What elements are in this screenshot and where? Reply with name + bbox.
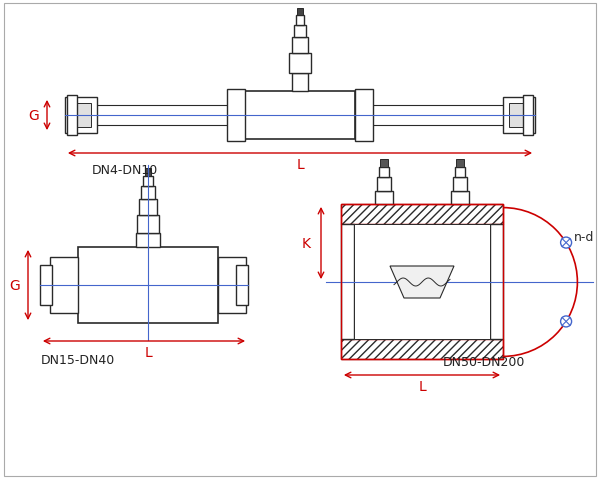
Bar	[451, 192, 469, 204]
Bar	[341, 225, 354, 339]
Text: L: L	[418, 379, 426, 393]
Bar	[218, 257, 246, 313]
Bar	[503, 98, 535, 134]
Bar	[296, 16, 304, 26]
Bar	[145, 168, 151, 177]
Polygon shape	[390, 266, 454, 299]
Bar	[377, 178, 391, 192]
Bar	[341, 204, 503, 359]
Text: L: L	[144, 345, 152, 359]
Bar	[50, 257, 78, 313]
Bar	[523, 96, 533, 136]
Bar	[40, 265, 52, 305]
Bar	[141, 187, 155, 200]
Bar	[65, 98, 97, 134]
Bar	[289, 54, 311, 74]
Bar	[456, 160, 464, 168]
Text: K: K	[302, 237, 311, 251]
Bar	[67, 96, 77, 136]
Bar	[375, 192, 393, 204]
Bar	[227, 90, 245, 142]
Bar	[341, 339, 503, 359]
Bar	[354, 225, 490, 339]
Bar	[509, 104, 531, 128]
Text: G: G	[28, 109, 39, 123]
Circle shape	[560, 316, 572, 327]
Bar	[355, 90, 373, 142]
Bar	[490, 225, 503, 339]
Bar	[143, 177, 153, 187]
Bar	[453, 178, 467, 192]
Bar	[455, 168, 465, 178]
Bar	[245, 92, 355, 140]
Bar	[139, 200, 157, 216]
Bar	[137, 216, 159, 233]
Bar	[380, 160, 388, 168]
Bar	[69, 104, 91, 128]
Bar	[297, 9, 303, 16]
Text: G: G	[9, 278, 20, 292]
Text: DN15-DN40: DN15-DN40	[41, 354, 115, 367]
Bar	[341, 204, 503, 225]
Bar	[294, 26, 306, 38]
Bar	[78, 248, 218, 324]
Bar	[292, 74, 308, 92]
Circle shape	[560, 238, 572, 249]
Bar	[292, 38, 308, 54]
Bar	[341, 339, 503, 359]
Bar	[236, 265, 248, 305]
Text: DN4-DN10: DN4-DN10	[92, 164, 158, 177]
Bar	[379, 168, 389, 178]
Bar	[136, 233, 160, 248]
Text: L: L	[296, 157, 304, 172]
Text: DN50-DN200: DN50-DN200	[443, 356, 525, 369]
Text: n-d: n-d	[574, 230, 595, 243]
Bar	[341, 204, 503, 225]
